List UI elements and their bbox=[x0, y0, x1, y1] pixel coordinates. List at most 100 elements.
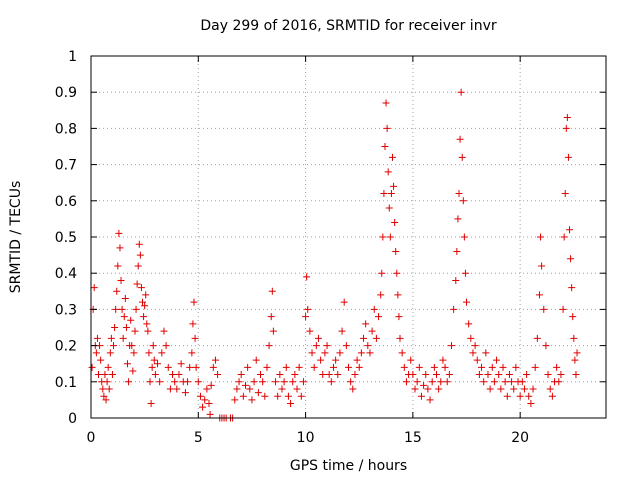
data-point bbox=[327, 378, 335, 386]
data-point bbox=[457, 88, 465, 96]
data-point bbox=[201, 396, 209, 404]
data-point bbox=[533, 334, 541, 342]
data-point bbox=[282, 363, 290, 371]
data-point bbox=[304, 305, 312, 313]
data-point bbox=[422, 371, 430, 379]
data-point bbox=[122, 324, 130, 331]
data-point bbox=[323, 342, 331, 350]
data-point bbox=[508, 378, 516, 386]
data-point bbox=[156, 378, 164, 386]
data-point bbox=[276, 371, 284, 379]
plot-frame bbox=[90, 55, 607, 419]
data-point bbox=[518, 378, 526, 386]
data-point bbox=[529, 385, 537, 393]
data-point bbox=[274, 392, 282, 400]
data-point bbox=[445, 371, 453, 379]
data-point bbox=[459, 197, 467, 205]
data-point bbox=[424, 385, 432, 393]
data-point bbox=[501, 378, 509, 386]
data-point bbox=[398, 349, 406, 357]
data-point bbox=[465, 320, 473, 328]
y-tick-label: 0.5 bbox=[55, 230, 77, 246]
data-point bbox=[194, 378, 202, 386]
data-point bbox=[395, 313, 403, 321]
data-point bbox=[420, 381, 428, 389]
data-point bbox=[171, 378, 179, 386]
data-point bbox=[387, 190, 395, 198]
data-point bbox=[377, 291, 385, 299]
data-point bbox=[448, 342, 455, 350]
data-markers bbox=[88, 88, 581, 422]
data-point bbox=[92, 349, 100, 357]
data-point bbox=[471, 342, 479, 350]
data-point bbox=[461, 269, 469, 277]
data-point bbox=[314, 334, 322, 342]
data-point bbox=[455, 190, 463, 198]
data-point bbox=[544, 371, 552, 379]
y-tick-label: 0.7 bbox=[55, 158, 77, 174]
data-point bbox=[538, 262, 546, 270]
data-point bbox=[571, 356, 579, 364]
axis-ticks: 00.10.20.30.40.50.60.70.80.910 5 10 15 20 bbox=[55, 49, 606, 446]
data-point bbox=[114, 262, 122, 270]
data-point bbox=[564, 153, 572, 161]
data-point bbox=[295, 363, 303, 371]
data-point bbox=[546, 385, 554, 393]
x-tick-label: 0 bbox=[87, 430, 96, 446]
grid-lines bbox=[91, 56, 606, 418]
data-point bbox=[473, 356, 481, 364]
data-point bbox=[342, 342, 350, 350]
data-point bbox=[214, 371, 222, 379]
data-point bbox=[189, 320, 197, 328]
data-point bbox=[154, 360, 162, 368]
data-point bbox=[478, 363, 486, 371]
data-point bbox=[454, 215, 462, 223]
data-point bbox=[151, 371, 159, 379]
data-point bbox=[329, 363, 337, 371]
data-point bbox=[209, 363, 217, 371]
data-point bbox=[303, 273, 311, 281]
data-point bbox=[250, 378, 258, 386]
data-point bbox=[572, 371, 580, 379]
data-point bbox=[147, 400, 155, 408]
data-point bbox=[263, 363, 271, 371]
data-point bbox=[394, 291, 402, 299]
data-point bbox=[499, 363, 507, 371]
data-point bbox=[166, 385, 174, 393]
data-point bbox=[548, 392, 556, 400]
data-point bbox=[113, 287, 121, 295]
data-point bbox=[490, 378, 498, 386]
data-point bbox=[119, 334, 127, 342]
data-point bbox=[380, 190, 388, 198]
y-tick-label: 0.2 bbox=[55, 339, 77, 355]
data-point bbox=[568, 284, 576, 292]
data-point bbox=[512, 363, 520, 371]
data-point bbox=[95, 371, 103, 379]
data-point bbox=[297, 392, 305, 400]
data-point bbox=[566, 226, 574, 234]
data-point bbox=[146, 378, 154, 386]
data-point bbox=[390, 182, 398, 190]
data-point bbox=[184, 378, 192, 386]
data-point bbox=[268, 287, 276, 295]
data-point bbox=[364, 342, 372, 350]
data-point bbox=[525, 392, 533, 400]
data-point bbox=[103, 378, 111, 386]
data-point bbox=[175, 371, 183, 379]
data-point bbox=[97, 356, 105, 364]
data-point bbox=[562, 124, 570, 132]
data-point bbox=[102, 396, 110, 404]
data-point bbox=[469, 349, 477, 357]
data-point bbox=[252, 356, 260, 364]
y-tick-label: 0 bbox=[68, 411, 77, 427]
data-point bbox=[299, 378, 307, 386]
data-point bbox=[169, 371, 177, 379]
data-point bbox=[239, 392, 247, 400]
data-point bbox=[563, 114, 571, 122]
data-point bbox=[134, 262, 142, 270]
data-point bbox=[378, 269, 386, 277]
data-point bbox=[186, 363, 194, 371]
data-point bbox=[510, 385, 518, 393]
data-point bbox=[317, 356, 325, 364]
data-point bbox=[567, 255, 575, 263]
